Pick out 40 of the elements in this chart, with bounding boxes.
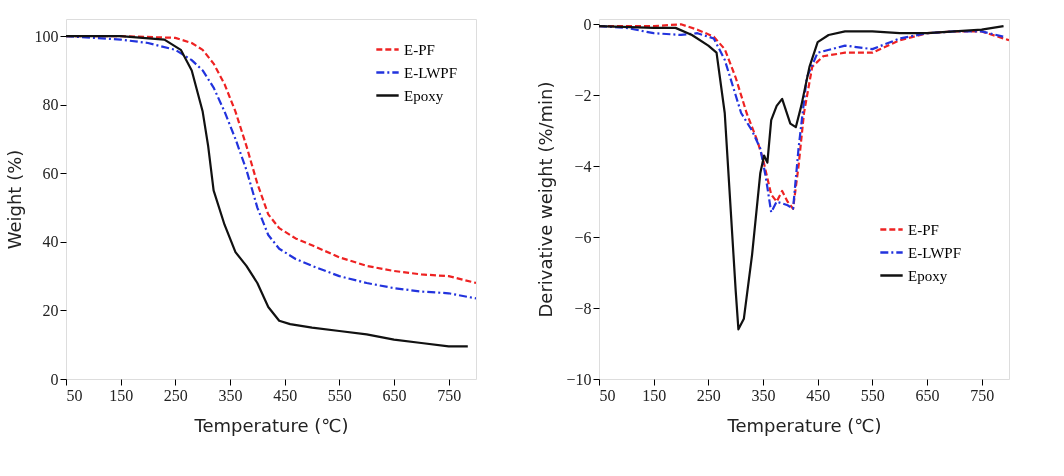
x-tick-label: 150 [642,386,667,404]
line-series [599,24,1005,331]
x-axis-title: Temperature (℃) [726,414,882,436]
x-tick-label: 350 [751,386,776,404]
legend-label: E-PF [908,221,939,238]
x-tick-label: 50 [66,386,83,404]
y-axis-title: Derivative weight (%/min) [535,81,557,318]
y-tick-label: −10 [566,370,592,388]
x-tick-label: 750 [437,386,462,404]
legend-label: E-PF [404,41,435,58]
y-tick-label: −8 [574,299,592,317]
x-tick-label: 50 [599,386,616,404]
legend-label: Epoxy [908,267,948,284]
line-series [66,35,469,348]
x-tick-label: 650 [382,386,407,404]
legend-label: E-LWPF [908,244,962,261]
y-tick-label: 0 [583,15,592,33]
y-tick-label: −2 [574,86,592,104]
x-tick-label: 550 [860,386,885,404]
x-tick-label: 350 [218,386,243,404]
y-tick-label: 100 [34,27,59,45]
legend-label: Epoxy [404,87,444,104]
x-tick-label: 550 [327,386,352,404]
x-tick-label: 250 [163,386,188,404]
y-tick-label: 40 [42,233,59,251]
y-tick-label: 20 [42,301,59,319]
y-tick-label: −6 [574,228,592,246]
y-axis-title: Weight (%) [3,149,25,250]
y-tick-label: −4 [574,157,592,175]
x-tick-label: 750 [970,386,995,404]
y-tick-label: 80 [42,96,59,114]
x-tick-label: 650 [915,386,940,404]
x-tick-label: 150 [109,386,134,404]
legend-label: E-LWPF [404,64,458,81]
x-tick-label: 250 [696,386,721,404]
y-tick-label: 0 [50,370,59,388]
y-tick-label: 60 [42,164,59,182]
x-axis-title: Temperature (℃) [193,414,349,436]
x-tick-label: 450 [273,386,298,404]
x-tick-label: 450 [806,386,831,404]
